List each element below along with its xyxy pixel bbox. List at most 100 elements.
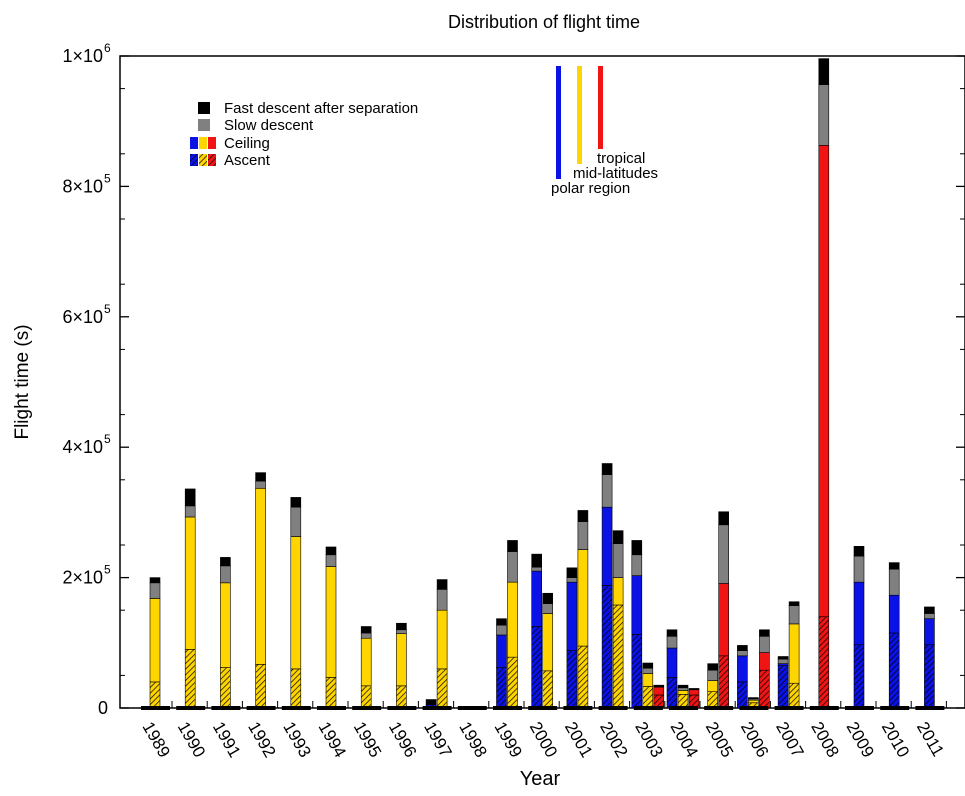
x-tick-label: 1993 (279, 719, 314, 761)
bar-slow-descent-mid (677, 687, 689, 691)
legend-label-ascent: Ascent (224, 152, 271, 169)
bar-ascent-mid (507, 656, 518, 709)
region-line-polar (556, 66, 561, 179)
y-tick-label-exponent: 5 (104, 432, 111, 446)
bar-ceiling-mid (612, 577, 624, 606)
x-tick-label: 2005 (702, 719, 737, 761)
bar-fast-descent-mid (677, 684, 689, 689)
bar-fast-descent-polar (496, 618, 507, 626)
x-tick-label: 2002 (596, 719, 631, 761)
bar-slow-descent-polar (531, 566, 543, 572)
bar-ceiling-mid (325, 566, 337, 678)
bar-slow-descent-mid (325, 554, 337, 567)
bar-ceiling-polar (566, 581, 578, 651)
bar-ascent-polar (531, 626, 543, 709)
chart-title: Distribution of flight time (448, 12, 640, 32)
bar-ascent-polar (631, 634, 643, 709)
bar-fast-descent-mid (255, 472, 266, 482)
bar-ceiling-mid (788, 623, 800, 684)
bar-slow-descent-polar (737, 650, 748, 657)
bar-fast-descent-polar (666, 629, 678, 637)
bar-ascent-mid (149, 681, 161, 709)
bar-ceiling-mid (436, 609, 448, 670)
bar-fast-descent-mid (642, 662, 654, 669)
bar-fast-descent-polar (853, 546, 865, 557)
x-tick-label: 2006 (737, 719, 772, 761)
bar-slow-descent-mid (184, 505, 196, 518)
legend-swatch-ceiling-mid (199, 137, 207, 149)
year-baseline-marker (528, 706, 558, 710)
x-tick-label: 2000 (526, 719, 561, 761)
x-tick-label: 1996 (385, 719, 420, 761)
y-tick-label-exponent: 6 (104, 41, 111, 55)
year-baseline-marker (457, 706, 487, 710)
year-baseline-marker (176, 706, 206, 710)
region-key: tropical mid-latitudes polar region (551, 66, 658, 197)
bar-ceiling-polar (924, 618, 935, 646)
bar-ascent-mid (542, 670, 554, 709)
year-baseline-marker (633, 706, 663, 710)
bar-slow-descent-mid (290, 506, 302, 537)
bar-ascent-mid (677, 694, 689, 709)
bar-slow-descent-polar (924, 613, 935, 619)
bars-layer (149, 58, 935, 709)
bar-ascent-tropical (759, 669, 770, 709)
bar-ceiling-mid (255, 487, 266, 665)
bar-ceiling-tropical (688, 689, 700, 696)
year-baseline-marker (563, 706, 593, 710)
y-tick-label: 4×10 (62, 437, 103, 457)
region-line-tropical (598, 66, 603, 149)
bar-ceiling-polar (666, 647, 678, 678)
year-baseline-marker (246, 706, 276, 710)
bar-ceiling-mid (396, 633, 407, 687)
bar-ascent-polar (666, 677, 678, 709)
year-baseline-marker (211, 706, 241, 710)
x-tick-label: 2008 (807, 719, 842, 761)
y-axis-label: Flight time (s) (12, 324, 33, 439)
bar-fast-descent-mid (577, 510, 589, 522)
x-tick-label: 1990 (174, 719, 209, 761)
baseline-layer (141, 706, 945, 710)
x-tick-label: 2010 (878, 719, 913, 761)
x-tick-label: 1997 (420, 719, 455, 761)
year-baseline-marker (141, 706, 170, 710)
bar-fast-descent-polar (737, 645, 748, 651)
x-tick-label: 1995 (350, 719, 385, 761)
legend-swatch-ceiling-polar (190, 137, 198, 149)
bar-ceiling-mid (360, 637, 372, 687)
legend-swatch-ceiling-tropical (208, 137, 216, 149)
bar-ascent-mid (220, 667, 231, 709)
bar-ceiling-mid (748, 699, 759, 704)
legend: Fast descent after separation Slow desce… (190, 100, 418, 169)
bar-fast-descent-mid (436, 579, 448, 590)
bar-fast-descent-mid (748, 697, 759, 700)
bar-ascent-tropical (818, 616, 830, 709)
bar-fast-descent-polar (888, 562, 900, 570)
bar-slow-descent-polar (601, 474, 613, 508)
bar-slow-descent-mid (360, 632, 372, 639)
bar-ascent-polar (853, 644, 865, 709)
year-baseline-marker (352, 706, 382, 710)
year-baseline-marker (493, 706, 522, 710)
legend-label-fast-descent: Fast descent after separation (224, 100, 418, 117)
bar-fast-descent-mid (149, 577, 161, 584)
x-tick-label: 1991 (209, 719, 244, 761)
bar-ascent-polar (601, 585, 613, 709)
y-tick-label: 0 (98, 698, 108, 718)
bar-fast-descent-tropical (718, 511, 730, 526)
bar-fast-descent-mid (360, 626, 372, 634)
year-baseline-marker (669, 706, 698, 710)
bar-ascent-polar (737, 681, 748, 709)
bar-slow-descent-polar (853, 555, 865, 583)
year-baseline-marker (422, 706, 452, 710)
legend-swatch-ascent-tropical (208, 154, 216, 166)
y-tick-label: 6×10 (62, 307, 103, 327)
x-tick-label: 2003 (631, 719, 666, 761)
x-tick-label: 1989 (139, 719, 174, 761)
bar-ascent-polar (924, 644, 935, 709)
bar-ceiling-polar (601, 506, 613, 586)
legend-swatch-slow-descent (198, 119, 210, 131)
bar-ceiling-mid (184, 516, 196, 650)
bar-slow-descent-mid (507, 551, 518, 583)
bar-fast-descent-mid (290, 497, 302, 508)
